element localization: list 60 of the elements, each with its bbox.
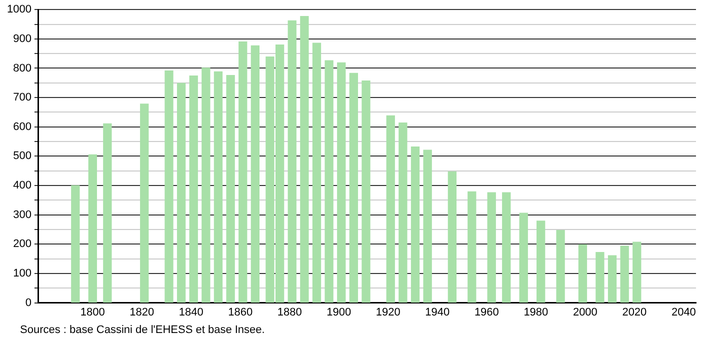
x-tick-label: 1800	[80, 306, 105, 318]
bar	[519, 212, 528, 303]
bar	[300, 16, 309, 303]
y-tick-label: 300	[13, 208, 32, 221]
bar	[71, 185, 80, 303]
bar	[632, 242, 642, 303]
bar	[410, 146, 420, 303]
bar	[620, 246, 629, 303]
x-tick-label: 1880	[277, 306, 302, 318]
bar	[398, 122, 408, 303]
bar	[536, 220, 546, 303]
bar	[487, 192, 496, 303]
bar	[103, 123, 112, 303]
x-tick-label: 2040	[671, 306, 696, 318]
y-tick-label: 900	[13, 32, 32, 45]
y-tick-label: 0	[25, 296, 32, 309]
y-tick-label: 100	[13, 268, 32, 280]
bar	[202, 68, 210, 303]
bar	[556, 230, 565, 303]
y-tick-label: 500	[13, 150, 32, 162]
x-tick-label: 1840	[178, 306, 204, 318]
bar	[423, 150, 432, 303]
x-tick-label: 1960	[474, 306, 499, 318]
y-tick-label: 200	[13, 238, 32, 250]
bar	[324, 60, 334, 303]
bar	[502, 192, 511, 303]
bar	[288, 20, 296, 303]
y-tick-label: 700	[13, 92, 32, 104]
x-tick-label: 1900	[326, 306, 352, 318]
y-tick-label: 600	[13, 120, 32, 133]
x-tick-label: 1820	[130, 306, 154, 318]
bar	[337, 62, 346, 303]
x-tick-label: 1980	[524, 306, 548, 318]
bar	[362, 80, 370, 303]
x-tick-label: 2000	[572, 306, 598, 318]
bar	[176, 82, 186, 303]
bar	[250, 45, 260, 303]
y-tick-label: 400	[13, 180, 32, 192]
bar	[468, 191, 476, 303]
x-tick-label: 1940	[425, 306, 450, 318]
bar	[238, 42, 248, 303]
bar	[349, 72, 358, 303]
bar	[214, 71, 223, 303]
x-tick-label: 1860	[228, 306, 253, 318]
y-tick-label: 800	[13, 62, 32, 74]
bar	[386, 115, 395, 303]
x-tick-label: 1920	[376, 306, 400, 318]
bar	[596, 252, 604, 303]
x-tick-label: 2020	[622, 306, 647, 318]
bar	[88, 154, 97, 303]
bar	[140, 104, 149, 303]
bar	[578, 244, 588, 303]
bar	[608, 255, 617, 303]
bar	[226, 74, 235, 303]
bar	[312, 42, 322, 303]
bar	[448, 171, 457, 303]
source-note: Sources : base Cassini de l'EHESS et base Insee.	[20, 324, 265, 336]
y-tick-label: 1000	[6, 4, 32, 16]
bar	[189, 76, 198, 303]
bar	[164, 70, 174, 303]
